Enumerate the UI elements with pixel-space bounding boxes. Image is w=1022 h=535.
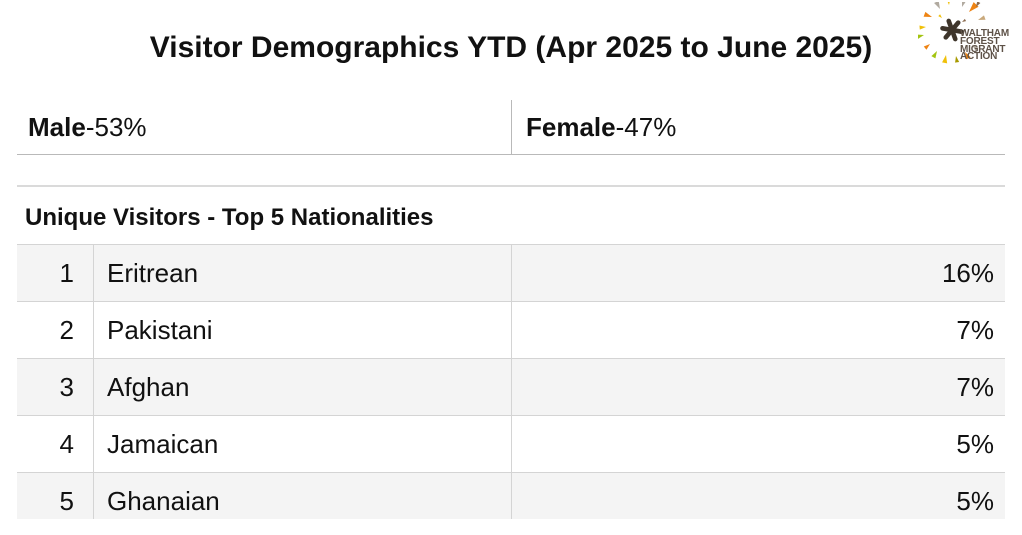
table-row: 2 Pakistani 7% (17, 302, 1005, 359)
rank-cell: 3 (17, 359, 94, 415)
nationality-cell: Pakistani (94, 302, 512, 358)
percentage-cell: 7% (956, 314, 994, 345)
separator: - (85, 111, 95, 142)
percentage-cell: 5% (956, 428, 994, 459)
percentage-cell: 5% (956, 485, 994, 516)
nationality-cell: Jamaican (94, 416, 512, 472)
nationality-cell: Ghanaian (94, 473, 512, 519)
table-row: 3 Afghan 7% (17, 359, 1005, 416)
nationality-cell: Afghan (94, 359, 512, 415)
logo-line: MIGRANT (960, 43, 1006, 55)
male-value: 53% (94, 111, 147, 142)
female-label: Female (526, 111, 616, 142)
rank-cell: 2 (17, 302, 94, 358)
page-title: Visitor Demographics YTD (Apr 2025 to Ju… (149, 31, 873, 64)
female-value: 47% (624, 111, 677, 142)
male-stat: Male - 53% (17, 100, 511, 154)
logo-line: FOREST (960, 35, 1000, 47)
section-title: Unique Visitors - Top 5 Nationalities (25, 204, 434, 231)
table-row: 5 Ghanaian 5% (17, 473, 1005, 519)
percentage-cell: 16% (941, 257, 994, 288)
gender-summary-row: Male - 53% Female - 47% (17, 100, 1005, 155)
rank-cell: 4 (17, 416, 94, 472)
org-logo-wordmark: WALTHAM FOREST MIGRANT ACTION (960, 28, 1022, 63)
starburst-icon (918, 2, 986, 64)
percentage-cell: 7% (956, 371, 994, 402)
female-stat: Female - 47% (511, 100, 1005, 154)
male-label: Male (28, 111, 86, 142)
rank-cell: 1 (17, 245, 94, 301)
org-logo: WALTHAM FOREST MIGRANT ACTION (918, 2, 1022, 70)
rank-cell: 5 (17, 473, 94, 519)
table-row: 4 Jamaican 5% (17, 416, 1005, 473)
separator: - (615, 111, 625, 142)
logo-line: WALTHAM (960, 28, 1009, 39)
logo-line: ACTION (960, 51, 998, 63)
nationality-table: 1 Eritrean 16% 2 Pakistani 7% 3 Afghan 7… (17, 244, 1005, 519)
table-row: 1 Eritrean 16% (17, 245, 1005, 302)
horizontal-divider (17, 185, 1005, 187)
nationality-cell: Eritrean (94, 245, 512, 301)
